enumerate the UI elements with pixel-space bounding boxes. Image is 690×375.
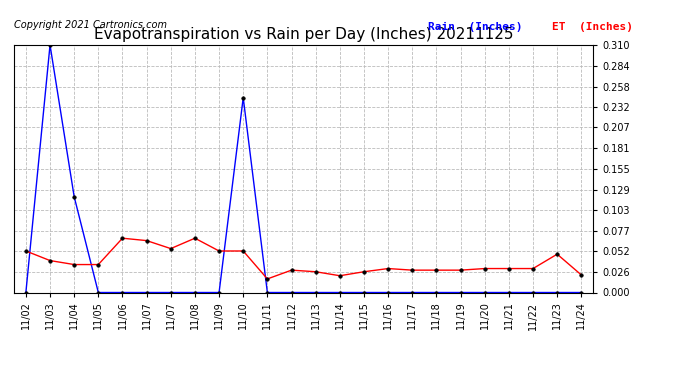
Title: Evapotranspiration vs Rain per Day (Inches) 20211125: Evapotranspiration vs Rain per Day (Inch… (94, 27, 513, 42)
Text: Copyright 2021 Cartronics.com: Copyright 2021 Cartronics.com (14, 20, 167, 30)
Text: Rain  (Inches): Rain (Inches) (428, 22, 522, 32)
Text: ET  (Inches): ET (Inches) (552, 22, 633, 32)
